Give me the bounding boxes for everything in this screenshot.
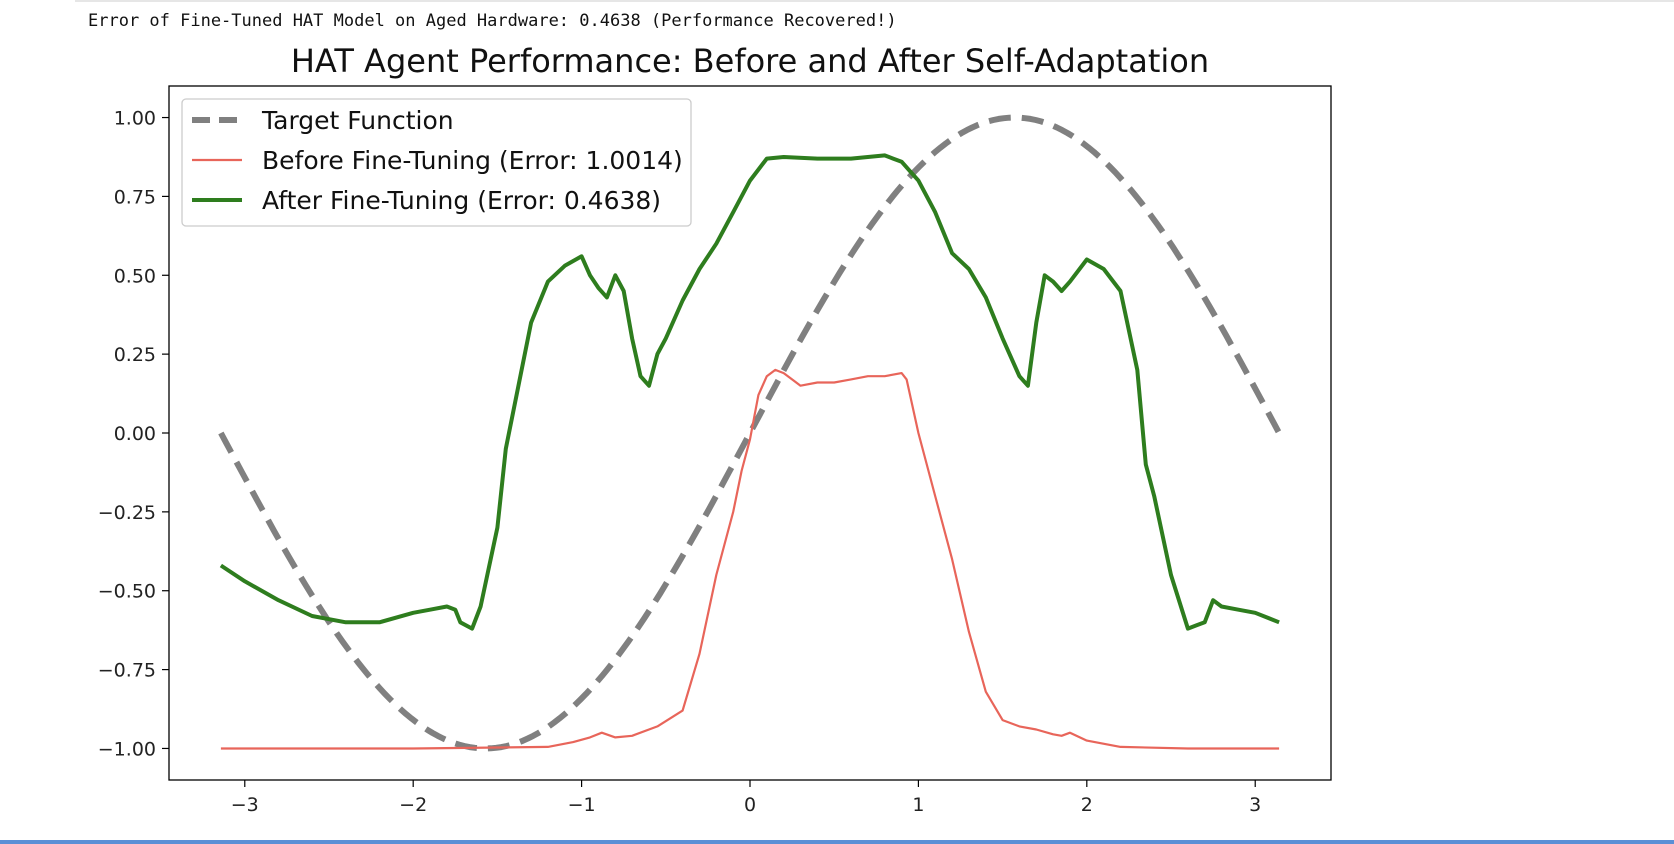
x-tick-label: 1: [912, 794, 924, 816]
y-tick-label: −0.75: [98, 660, 156, 682]
series-line-1: [220, 368, 1280, 750]
y-tick-label: 1.00: [114, 108, 156, 130]
cell-bottom-border: [0, 840, 1674, 844]
x-tick-label: −2: [399, 794, 427, 816]
legend-label: After Fine-Tuning (Error: 0.4638): [262, 186, 661, 215]
x-axis: −3 −2 −1 0 1 2 3: [231, 780, 1261, 816]
legend-box: [181, 98, 692, 227]
y-tick-label: 0.75: [114, 186, 156, 208]
y-tick-label: −1.00: [98, 738, 156, 760]
x-tick-label: −1: [568, 794, 596, 816]
legend-label: Target Function: [261, 106, 454, 135]
cell-output-text: Error of Fine-Tuned HAT Model on Aged Ha…: [88, 11, 897, 31]
legend: Target Function Before Fine-Tuning (Error…: [181, 98, 692, 227]
legend-label: Before Fine-Tuning (Error: 1.0014): [262, 146, 683, 175]
x-tick-label: 0: [744, 794, 756, 816]
x-tick-label: 2: [1081, 794, 1093, 816]
plot-lines: [218, 114, 1282, 752]
x-tick-label: −3: [231, 794, 259, 816]
y-tick-label: 0.25: [114, 344, 156, 366]
cell-top-border: [75, 0, 1674, 2]
y-tick-label: 0.00: [114, 423, 156, 445]
y-axis: 1.00 0.75 0.50 0.25 0.00 −0.25 −0.50 −0.75 −1.00: [98, 108, 169, 760]
y-tick-label: 0.50: [114, 265, 156, 287]
y-tick-label: −0.25: [98, 502, 156, 524]
series-line-2: [219, 153, 1280, 631]
chart-title: HAT Agent Performance: Before and After …: [291, 42, 1209, 80]
y-tick-label: −0.50: [98, 581, 156, 603]
x-tick-label: 3: [1249, 794, 1261, 816]
